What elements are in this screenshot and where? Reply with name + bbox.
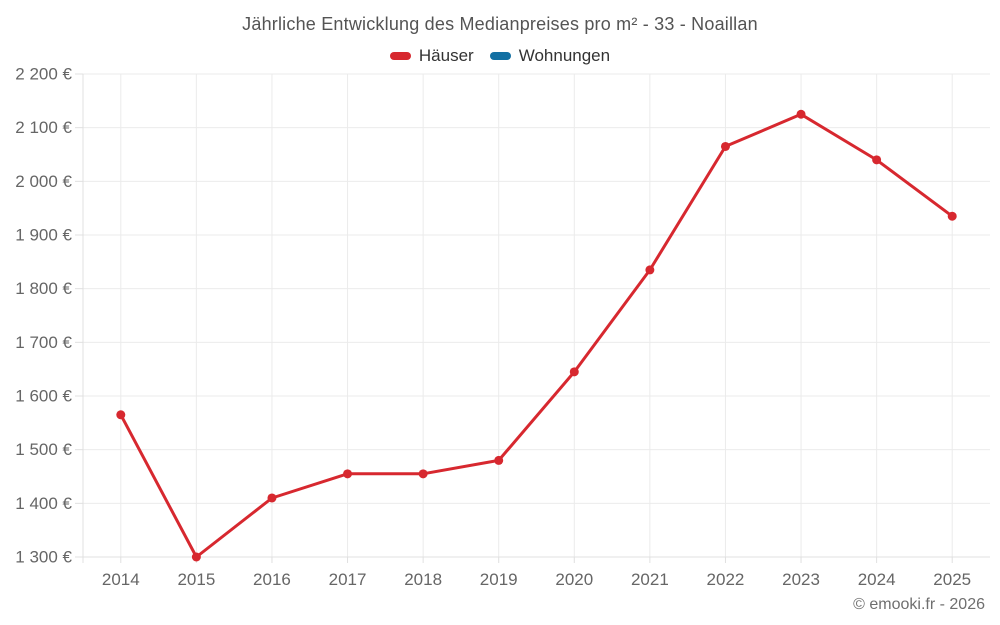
data-point-2016 — [267, 493, 277, 503]
data-point-2017 — [343, 469, 353, 479]
y-tick-label: 1 300 € — [15, 548, 72, 567]
data-point-2021 — [645, 265, 655, 275]
data-point-2022 — [720, 141, 730, 151]
legend-swatch-icon — [489, 52, 511, 60]
y-tick-label: 1 500 € — [15, 440, 72, 459]
x-tick-label: 2017 — [329, 570, 367, 589]
y-tick-label: 2 100 € — [15, 118, 72, 137]
chart-title: Jährliche Entwicklung des Medianpreises … — [242, 14, 758, 34]
data-point-2019 — [494, 455, 504, 465]
data-point-2018 — [418, 469, 428, 479]
y-tick-label: 1 600 € — [15, 387, 72, 406]
legend-item[interactable]: Wohnungen — [489, 46, 611, 66]
series-line-0 — [119, 112, 954, 559]
data-point-2020 — [569, 367, 579, 377]
y-tick-label: 1 700 € — [15, 333, 72, 352]
legend-label: Wohnungen — [518, 46, 611, 65]
x-tick-label: 2015 — [177, 570, 215, 589]
y-tick-label: 2 200 € — [15, 65, 72, 84]
data-point-2015 — [191, 552, 201, 562]
x-tick-label: 2018 — [404, 570, 442, 589]
x-tick-label: 2014 — [102, 570, 140, 589]
data-point-2023 — [796, 109, 806, 119]
x-tick-label: 2019 — [480, 570, 518, 589]
x-tick-label: 2022 — [707, 570, 745, 589]
x-tick-label: 2023 — [782, 570, 820, 589]
copyright-text: © emooki.fr - 2026 — [853, 596, 985, 613]
y-tick-label: 1 400 € — [15, 494, 72, 513]
x-tick-label: 2016 — [253, 570, 291, 589]
y-tick-label: 1 900 € — [15, 226, 72, 245]
legend-label: Häuser — [418, 46, 474, 65]
x-tick-label: 2021 — [631, 570, 669, 589]
x-tick-label: 2024 — [858, 570, 896, 589]
data-point-2025 — [947, 211, 957, 221]
legend-swatch-icon — [389, 52, 411, 60]
x-tick-label: 2020 — [555, 570, 593, 589]
y-tick-label: 2 000 € — [15, 172, 72, 191]
y-tick-label: 1 800 € — [15, 279, 72, 298]
legend: Häuser Wohnungen — [0, 46, 1000, 66]
x-tick-label: 2025 — [933, 570, 971, 589]
legend-item[interactable]: Häuser — [389, 46, 474, 66]
data-point-2014 — [116, 410, 126, 420]
data-point-2024 — [872, 155, 882, 165]
